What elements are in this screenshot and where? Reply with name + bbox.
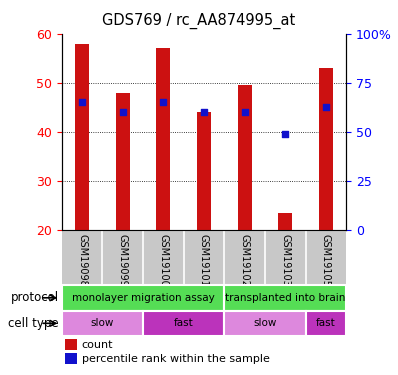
Bar [62, 310, 143, 336]
Point [282, 131, 289, 137]
Text: GSM19098: GSM19098 [77, 234, 87, 287]
Bar [143, 310, 224, 336]
Text: percentile rank within the sample: percentile rank within the sample [82, 354, 269, 364]
Text: GSM19105: GSM19105 [321, 234, 331, 287]
Bar [62, 285, 224, 310]
Bar [238, 85, 252, 230]
Bar [319, 68, 333, 230]
Bar [75, 44, 89, 230]
Bar [224, 310, 306, 336]
Bar [197, 112, 211, 230]
Text: GSM19100: GSM19100 [158, 234, 168, 287]
Text: slow: slow [253, 318, 277, 328]
Text: monolayer migration assay: monolayer migration assay [72, 293, 215, 303]
Text: GDS769 / rc_AA874995_at: GDS769 / rc_AA874995_at [102, 13, 296, 29]
Point [119, 109, 126, 115]
Text: GSM19102: GSM19102 [240, 234, 250, 287]
Bar [224, 285, 346, 310]
Text: protocol: protocol [11, 291, 59, 304]
Bar [64, 353, 77, 364]
Point [201, 109, 207, 115]
Point [79, 99, 85, 105]
Bar [156, 48, 170, 230]
Bar [115, 93, 130, 230]
Text: transplanted into brain: transplanted into brain [225, 293, 345, 303]
Point [242, 109, 248, 115]
Bar [278, 213, 293, 230]
Point [323, 104, 329, 110]
Text: GSM19099: GSM19099 [118, 234, 128, 287]
Text: fast: fast [316, 318, 336, 328]
Bar [306, 310, 346, 336]
Text: GSM19103: GSM19103 [280, 234, 290, 287]
Bar [64, 339, 77, 350]
Text: cell type: cell type [8, 317, 59, 330]
Text: slow: slow [91, 318, 114, 328]
Text: count: count [82, 340, 113, 350]
Text: GSM19101: GSM19101 [199, 234, 209, 287]
Point [160, 99, 166, 105]
Text: fast: fast [174, 318, 193, 328]
